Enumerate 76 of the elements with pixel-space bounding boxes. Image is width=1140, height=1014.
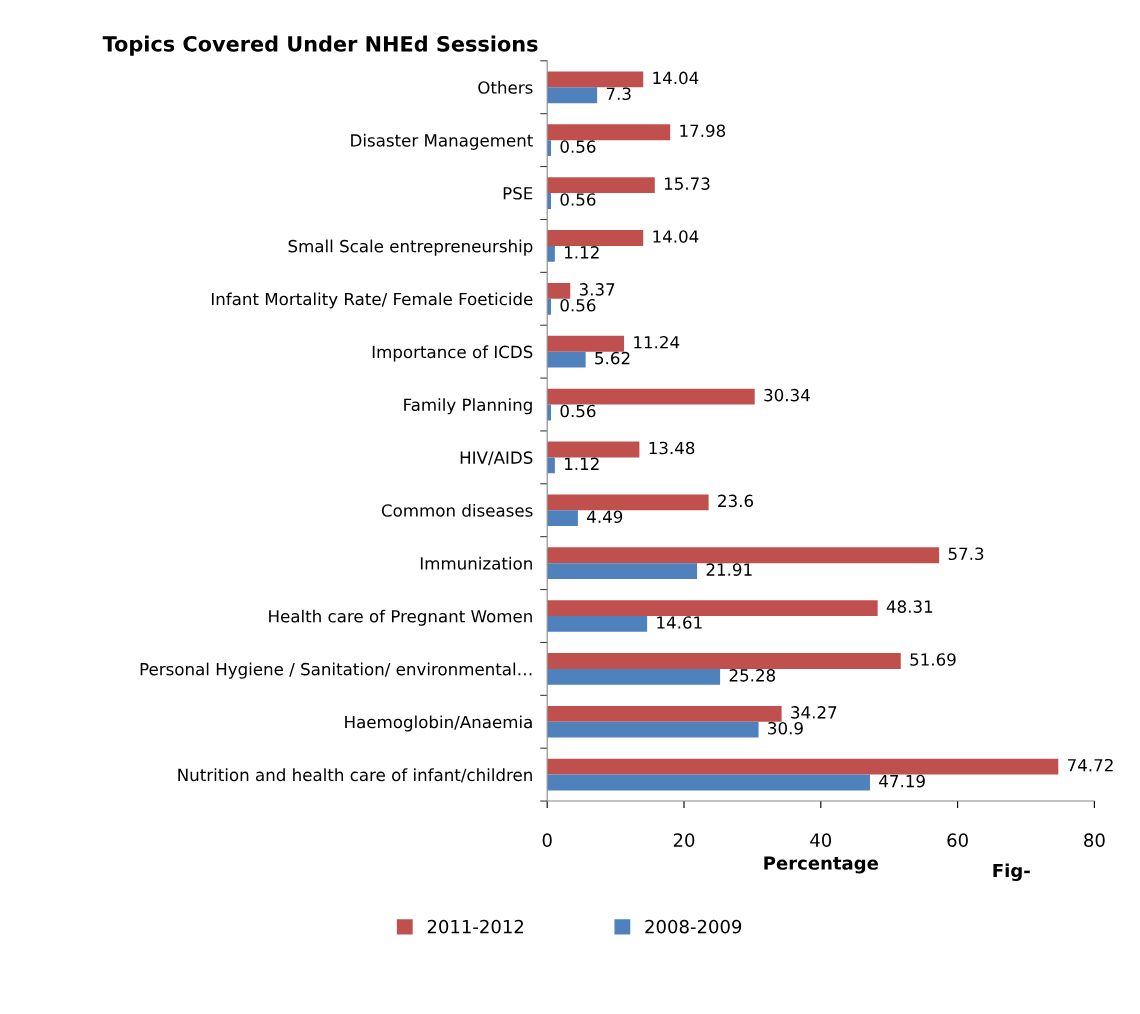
y-tick-label: Disaster Management: [351, 133, 533, 150]
y-tick-label: Personal Hygiene / Sanitation/ environmental…: [140, 662, 532, 679]
data-label: 48.31: [886, 600, 933, 613]
data-label: 15.73: [664, 177, 710, 190]
bar: [547, 177, 655, 194]
data-label: 30.9: [768, 721, 803, 735]
y-tick-label: PSE: [503, 186, 533, 200]
data-label: 13.48: [649, 441, 695, 455]
data-label: 25.28: [729, 669, 776, 682]
y-tick-label: Health care of Pregnant Women: [269, 609, 532, 626]
text: Topics Covered Under NHEd Sessions: [102, 35, 538, 56]
data-label: 14.04: [653, 71, 699, 85]
data-label: 23.6: [718, 494, 754, 508]
data-label: 0.56: [560, 140, 596, 153]
y-tick-label: Infant Mortality Rate/ Female Foeticide: [211, 292, 533, 309]
bar: [547, 721, 759, 738]
data-label: 3.37: [579, 283, 615, 296]
legend-label: 2008-2009: [645, 919, 742, 934]
y-tick-label: Nutrition and health care of infant/children: [178, 768, 532, 783]
data-label: 51.69: [910, 653, 956, 666]
data-label: 34.27: [791, 706, 837, 719]
bar: [547, 563, 698, 579]
data-label: 1.12: [565, 457, 599, 470]
data-label: 0.56: [560, 404, 596, 418]
bar: [547, 124, 671, 141]
y-tick-label: Common diseases: [381, 503, 533, 517]
bar: [547, 705, 782, 722]
bar: [547, 87, 598, 104]
y-tick-label: Importance of ICDS: [372, 345, 533, 362]
x-tick-label: 20: [673, 833, 695, 847]
x-tick-label: 80: [1084, 833, 1105, 847]
y-tick-label: Immunization: [420, 556, 532, 570]
text: Fig-: [993, 863, 1030, 882]
x-tick-label: 0: [542, 833, 552, 847]
data-label: 0.56: [560, 298, 596, 312]
data-label: 7.3: [606, 87, 631, 101]
legend-label: 2011-2012: [427, 919, 524, 934]
data-label: 30.34: [764, 388, 810, 402]
y-tick-label: Family Planning: [404, 398, 532, 415]
bar: [547, 600, 878, 616]
bar: [547, 457, 555, 474]
data-label: 57.3: [948, 547, 984, 561]
data-label: 11.24: [634, 335, 680, 349]
x-axis-title: Percentage: [764, 856, 879, 874]
bar: [547, 71, 644, 88]
data-label: 21.91: [706, 563, 752, 576]
data-label: 47.19: [879, 774, 925, 788]
data-label: 4.49: [587, 510, 623, 524]
bar: [547, 335, 625, 352]
bar: [547, 758, 1059, 775]
data-label: 14.04: [653, 230, 699, 243]
y-tick-label: Others: [478, 80, 533, 94]
bar: [547, 441, 640, 458]
bar: [547, 547, 940, 564]
bar: [547, 510, 578, 527]
bar: [547, 230, 644, 246]
bar: [547, 616, 648, 632]
data-label: 5.62: [595, 351, 630, 365]
data-label: 74.72: [1067, 758, 1113, 772]
bar: [547, 668, 721, 685]
y-tick-label: Small Scale entrepreneurship: [288, 239, 533, 256]
y-tick-label: Haemoglobin/Anaemia: [345, 715, 532, 732]
data-label: 14.61: [657, 616, 702, 629]
bar: [547, 245, 555, 262]
bar: [547, 351, 586, 368]
bar: [547, 653, 901, 669]
x-tick-label: 60: [947, 833, 968, 847]
data-label: 1.12: [565, 246, 599, 259]
bar: [547, 282, 571, 299]
x-tick-label: 40: [810, 833, 832, 847]
data-label: 0.56: [560, 193, 596, 206]
y-tick-label: HIV/AIDS: [460, 451, 533, 466]
bar: [547, 494, 709, 511]
bar: [547, 774, 870, 791]
bar: [547, 388, 755, 405]
data-label: 17.98: [680, 124, 726, 138]
